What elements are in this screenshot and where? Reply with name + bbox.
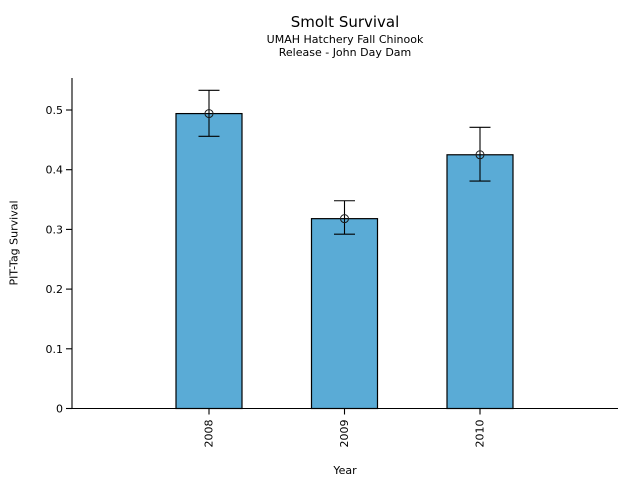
y-tick-label: 0.1 [46, 343, 64, 356]
x-axis-title: Year [332, 464, 357, 477]
x-tick-label: 2009 [338, 420, 351, 448]
x-tick-label: 2010 [474, 420, 487, 448]
bar-2008 [175, 112, 243, 410]
bar-2009 [310, 218, 379, 410]
mean-marker [204, 109, 214, 119]
y-tick-label: 0.3 [46, 223, 64, 236]
chart-title: Smolt Survival [291, 13, 400, 31]
y-tick-label: 0.5 [46, 104, 64, 117]
y-tick-label: 0.4 [46, 164, 64, 177]
y-tick-label: 0.2 [46, 283, 64, 296]
mean-marker [475, 150, 485, 160]
y-tick-label: 0 [56, 403, 63, 416]
y-axis-title: PIT-Tag Survival [8, 200, 21, 285]
chart-subtitle-line1: UMAH Hatchery Fall Chinook [267, 33, 424, 46]
mean-marker [340, 214, 349, 224]
chart-subtitle-line2: Release - John Day Dam [279, 46, 412, 59]
x-tick-label: 2008 [203, 420, 216, 448]
plot-area: 0 0.1 0.2 0.3 0.4 0.5 2008 2009 2010 [46, 78, 618, 448]
bar-2010 [446, 154, 514, 410]
